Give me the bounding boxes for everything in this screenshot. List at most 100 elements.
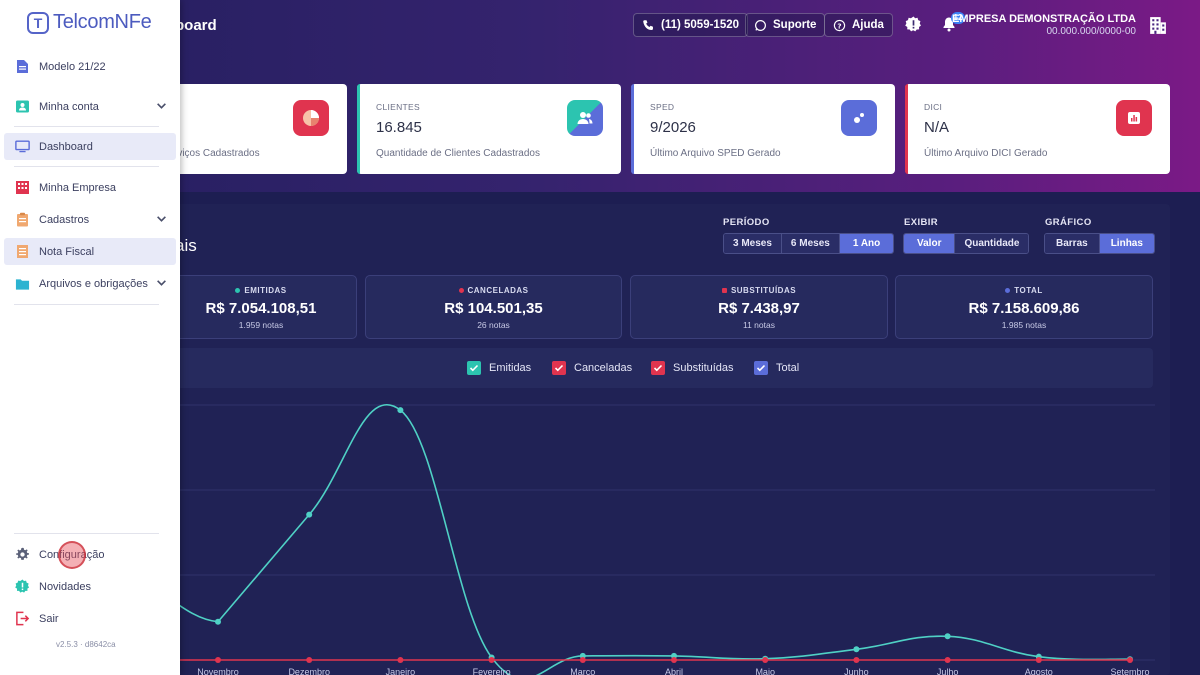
point-canceladas-8 — [944, 657, 951, 663]
periodo-selector: 3 Meses 6 Meses 1 Ano — [723, 233, 895, 254]
sidebar-item-modelo[interactable]: Modelo 21/22 — [4, 53, 176, 80]
legend-total[interactable]: Total — [754, 361, 799, 375]
chevron-down-icon — [157, 216, 166, 222]
card-clientes-label: CLIENTES — [376, 102, 420, 112]
summary-total-sub: 1.985 notas — [1001, 320, 1047, 330]
logo[interactable]: T TelcomNFe — [27, 11, 152, 34]
grafico-barras[interactable]: Barras — [1045, 234, 1100, 253]
card-dici: DICI N/A Último Arquivo DICI Gerado — [905, 84, 1170, 174]
phone-label: (11) 5059-1520 — [661, 19, 740, 31]
company-name: EMPRESA DEMONSTRAÇÃO LTDA — [952, 13, 1136, 25]
card-sped-label: SPED — [650, 102, 675, 112]
phone-button[interactable]: (11) 5059-1520 — [633, 13, 749, 37]
legend-substituidas[interactable]: Substituídas — [651, 361, 734, 375]
pie-chart-icon — [293, 100, 329, 136]
summary-emitidas-value: R$ 7.054.108,51 — [205, 300, 317, 317]
clipboard-icon — [15, 212, 30, 227]
support-button[interactable]: Suporte — [745, 13, 826, 37]
sidebar-item-minha-empresa[interactable]: Minha Empresa — [4, 174, 176, 201]
logo-text: TelcomNFe — [53, 11, 152, 33]
card-services: rviços Cadastrados — [165, 84, 347, 174]
sidebar-item-nota-fiscal-label: Nota Fiscal — [39, 245, 95, 258]
legend-emitidas[interactable]: Emitidas — [467, 361, 531, 375]
panel-title: ais — [175, 236, 197, 255]
sidebar-item-cadastros[interactable]: Cadastros — [4, 206, 176, 233]
x-tick-label: Maio — [755, 667, 775, 675]
summary-canceladas-sub: 26 notas — [477, 320, 510, 330]
sidebar-item-nota-fiscal[interactable]: Nota Fiscal — [4, 238, 176, 265]
summary-emitidas-sub: 1.959 notas — [238, 320, 284, 330]
card-clientes: CLIENTES 16.845 Quantidade de Clientes C… — [357, 84, 621, 174]
check-icon — [754, 361, 768, 375]
periodo-1-ano[interactable]: 1 Ano — [839, 234, 894, 253]
help-label: Ajuda — [852, 19, 884, 31]
svg-text:?: ? — [837, 21, 841, 30]
document-icon — [15, 59, 30, 74]
summary-substituidas-sub: 11 notas — [743, 320, 775, 330]
chevron-down-icon — [157, 280, 166, 286]
user-card-icon — [15, 99, 30, 114]
grafico-linhas[interactable]: Linhas — [1099, 234, 1154, 253]
logo-mark-icon: T — [27, 11, 49, 34]
sidebar-item-novidades[interactable]: Novidades — [4, 573, 176, 600]
point-emitidas-8 — [944, 633, 951, 640]
summary-substituidas: SUBSTITUÍDAS R$ 7.438,97 11 notas — [630, 275, 888, 339]
line-chart: Novembro Dezembro Janeiro Fevereiro Março Abr… — [165, 403, 1155, 675]
alert-badge-icon[interactable] — [903, 14, 923, 34]
card-sped-edge — [631, 84, 634, 174]
summary-canceladas-value: R$ 104.501,35 — [444, 300, 543, 317]
card-clientes-value: 16.845 — [376, 119, 422, 136]
sidebar-item-minha-conta[interactable]: Minha conta — [4, 93, 176, 120]
point-canceladas-9 — [1035, 657, 1042, 663]
chevron-down-icon — [157, 103, 166, 109]
card-dici-edge — [905, 84, 908, 174]
exibir-selector: Valor Quantidade — [903, 233, 1030, 254]
help-button[interactable]: ? Ajuda — [824, 13, 893, 37]
whatsapp-icon — [755, 19, 766, 31]
periodo-label: PERÍODO — [723, 217, 770, 228]
exibir-valor[interactable]: Valor — [904, 234, 956, 253]
summary-total: TOTAL R$ 7.158.609,86 1.985 notas — [895, 275, 1153, 339]
dot-substituidas — [721, 288, 727, 293]
dot-canceladas — [458, 288, 464, 293]
company-info[interactable]: EMPRESA DEMONSTRAÇÃO LTDA 00.000.000/000… — [952, 13, 1136, 37]
cursor-click-indicator — [58, 541, 86, 569]
legend-emitidas-label: Emitidas — [489, 362, 532, 374]
grafico-label: GRÁFICO — [1045, 217, 1092, 228]
sidebar-item-arquivos[interactable]: Arquivos e obrigações — [4, 270, 176, 297]
summary-canceladas-title: CANCELADAS — [467, 286, 529, 295]
point-canceladas-6 — [762, 657, 769, 663]
exibir-label: EXIBIR — [904, 217, 939, 228]
dot-emitidas — [235, 288, 241, 293]
sidebar-item-cadastros-label: Cadastros — [39, 213, 90, 226]
sidebar-item-sair[interactable]: Sair — [4, 605, 176, 632]
card-clientes-edge — [357, 84, 360, 174]
bar-report-icon — [1116, 100, 1152, 136]
x-tick-label: Abril — [665, 667, 683, 675]
building-icon[interactable] — [1146, 14, 1168, 36]
exibir-quantidade[interactable]: Quantidade — [955, 234, 1029, 253]
dot-total — [1005, 288, 1011, 293]
point-emitidas-1 — [306, 511, 313, 518]
x-tick-label: Novembro — [197, 667, 239, 675]
notification-count-badge: 12 — [951, 12, 965, 24]
sidebar-item-dashboard[interactable]: Dashboard — [4, 133, 176, 160]
summary-canceladas: CANCELADAS R$ 104.501,35 26 notas — [365, 275, 622, 339]
card-sped: SPED 9/2026 Último Arquivo SPED Gerado — [631, 84, 895, 174]
bubbles-icon — [841, 100, 877, 136]
x-tick-label: Dezembro — [288, 667, 330, 675]
logout-icon — [15, 611, 30, 626]
sidebar-item-dashboard-label: Dashboard — [39, 140, 93, 153]
check-icon — [467, 361, 481, 375]
card-services-desc: rviços Cadastrados — [174, 148, 260, 159]
x-tick-label: Setembro — [1110, 667, 1149, 675]
sidebar: T TelcomNFe Modelo 21/22 Minha conta Das… — [0, 0, 180, 675]
x-tick-label: Março — [570, 667, 595, 675]
legend-canceladas[interactable]: Canceladas — [552, 361, 632, 375]
periodo-3-meses[interactable]: 3 Meses — [724, 234, 782, 253]
periodo-6-meses[interactable]: 6 Meses — [781, 234, 840, 253]
point-canceladas-0 — [215, 657, 221, 663]
card-clientes-desc: Quantidade de Clientes Cadastrados — [376, 148, 540, 159]
card-sped-value: 9/2026 — [650, 119, 696, 136]
sidebar-item-configuracao[interactable]: Configuração — [4, 541, 176, 568]
